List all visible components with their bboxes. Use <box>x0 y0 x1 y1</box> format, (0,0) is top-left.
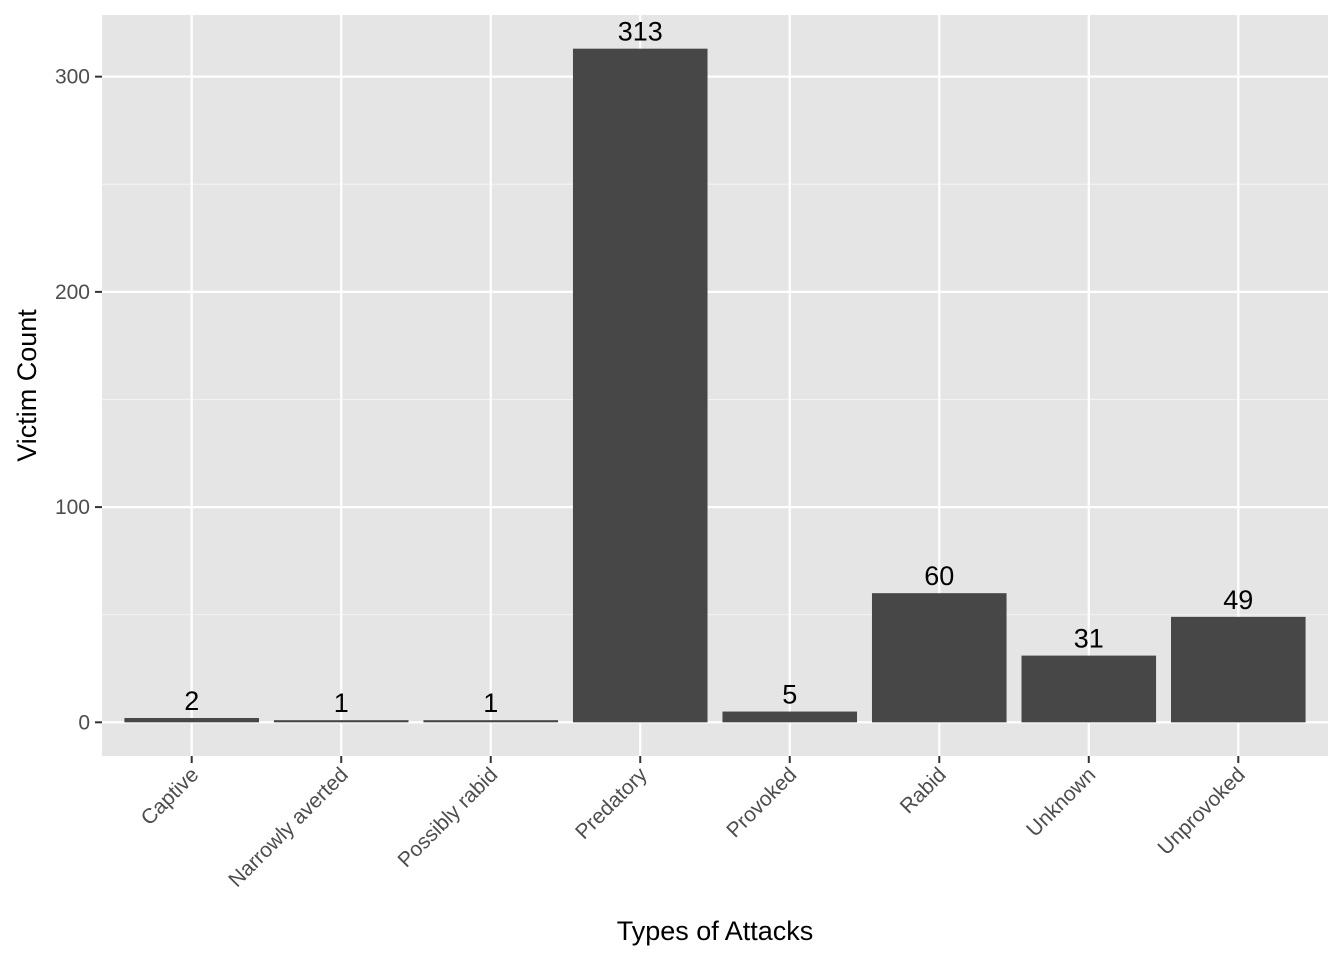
bar-value-label: 60 <box>924 561 954 591</box>
x-tick-label: Predatory <box>571 763 652 844</box>
bar-value-label: 31 <box>1074 624 1104 654</box>
x-tick-label: Provoked <box>722 763 801 842</box>
bar-value-label: 1 <box>334 688 349 718</box>
data-labels: 2 1 1 313 5 60 31 49 <box>184 17 1253 718</box>
bar <box>572 48 708 723</box>
y-axis-ticks: 0 100 200 300 <box>55 66 102 734</box>
bar <box>124 718 259 723</box>
x-tick-label: Possibly rabid <box>394 763 503 872</box>
x-tick-label: Narrowly averted <box>224 763 353 892</box>
y-tick-label: 200 <box>55 281 90 304</box>
bar <box>722 711 858 723</box>
bar <box>423 720 559 723</box>
x-tick-label: Captive <box>137 763 204 830</box>
x-tick-label: Unknown <box>1022 763 1100 841</box>
x-axis-ticks: Captive Narrowly averted Possibly rabid Pre… <box>137 756 1250 892</box>
x-tick-label: Rabid <box>896 763 951 818</box>
plot-panel <box>102 15 1328 756</box>
x-axis-title: Types of Attacks <box>617 916 814 946</box>
y-tick-label: 100 <box>55 496 90 519</box>
bar <box>871 593 1007 723</box>
bar-value-label: 313 <box>618 17 663 47</box>
y-tick-label: 300 <box>55 66 90 89</box>
y-axis-title: Victim Count <box>12 309 42 462</box>
minor-gridlines <box>102 183 1328 616</box>
bar-value-label: 1 <box>483 688 498 718</box>
bars <box>124 48 1306 723</box>
bar <box>273 720 409 723</box>
bar-value-label: 2 <box>184 686 199 716</box>
bar <box>1021 655 1157 723</box>
bar-value-label: 5 <box>782 680 797 710</box>
x-tick-label: Unprovoked <box>1153 763 1249 859</box>
bar <box>1171 616 1306 723</box>
bar-value-label: 49 <box>1223 585 1253 615</box>
y-tick-label: 0 <box>78 711 90 734</box>
